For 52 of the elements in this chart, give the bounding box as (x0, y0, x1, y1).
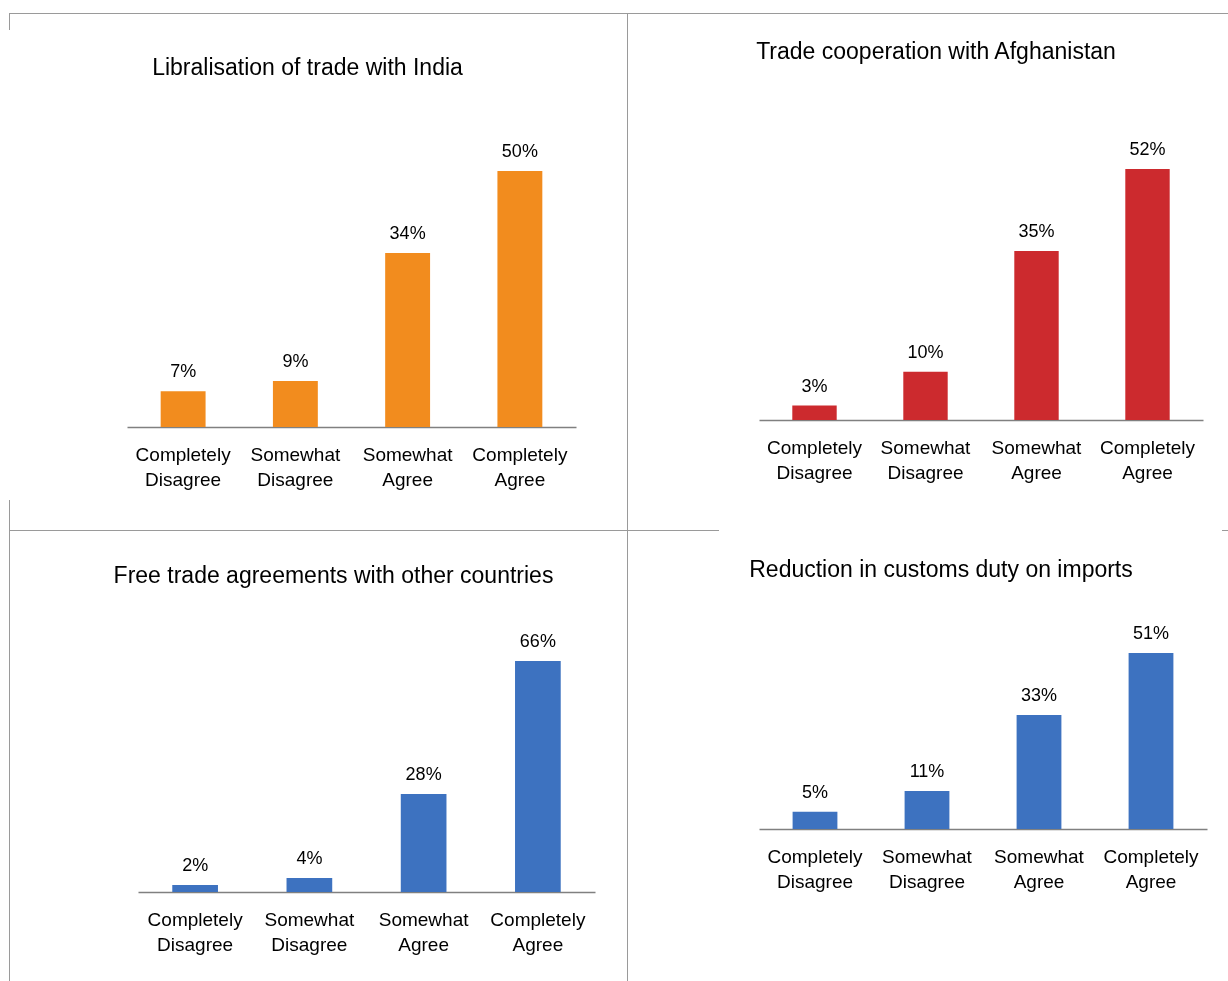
bar (1016, 715, 1062, 829)
x-tick-label: Somewhat Agree (994, 845, 1085, 892)
x-tick-label: Somewhat Disagree (882, 845, 973, 892)
bar (272, 380, 318, 427)
x-tick-label: Completely Agree (1103, 845, 1200, 892)
x-tick-label: Completely Agree (1099, 436, 1196, 483)
chart-title: Libralisation of trade with India (152, 54, 464, 80)
data-label: 28% (405, 764, 442, 784)
data-label: 2% (182, 855, 209, 875)
bar (792, 811, 838, 829)
chart-title: Free trade agreements with other countries (113, 562, 554, 588)
x-tick-label: Somewhat Disagree (880, 436, 972, 483)
bar (792, 405, 837, 420)
data-label: 7% (170, 361, 197, 382)
x-tick-label: Somewhat Agree (991, 436, 1083, 483)
x-tick-label: Completely Disagree (147, 908, 244, 955)
x-tick-label: Somewhat Disagree (264, 908, 355, 955)
bar (497, 171, 543, 427)
bar (385, 252, 431, 427)
data-label: 5% (801, 781, 829, 802)
data-label: 11% (909, 761, 945, 782)
bar (904, 791, 950, 829)
data-label: 3% (801, 375, 828, 396)
chart-title: Trade cooperation with Afghanistan (756, 38, 1116, 64)
bar (515, 661, 561, 892)
data-label: 10% (907, 341, 944, 362)
x-tick-label: Completely Disagree (767, 845, 864, 892)
bar (160, 391, 206, 427)
data-label: 52% (1129, 139, 1166, 159)
data-label: 4% (296, 848, 323, 868)
data-label: 50% (501, 141, 538, 161)
bar (400, 794, 447, 892)
x-tick-label: Completely Disagree (135, 443, 232, 490)
data-label: 33% (1020, 685, 1058, 706)
bar (1014, 251, 1059, 420)
bar (903, 371, 948, 420)
bar (1128, 653, 1174, 829)
data-label: 51% (1132, 623, 1170, 643)
x-tick-label: Completely Agree (490, 908, 586, 955)
chart-title: Reduction in customs duty on imports (749, 556, 1133, 582)
data-label: 35% (1018, 221, 1055, 242)
bar (286, 878, 333, 892)
x-tick-label: Somewhat Agree (378, 908, 470, 955)
data-label: 9% (282, 350, 309, 371)
x-tick-label: Somewhat Agree (362, 443, 454, 490)
data-label: 66% (519, 631, 556, 651)
bar (1125, 169, 1170, 420)
bar (172, 885, 218, 892)
x-tick-label: Completely Agree (472, 443, 568, 490)
x-tick-label: Somewhat Disagree (250, 443, 341, 490)
data-label: 34% (389, 222, 426, 243)
x-tick-label: Completely Disagree (766, 436, 863, 483)
